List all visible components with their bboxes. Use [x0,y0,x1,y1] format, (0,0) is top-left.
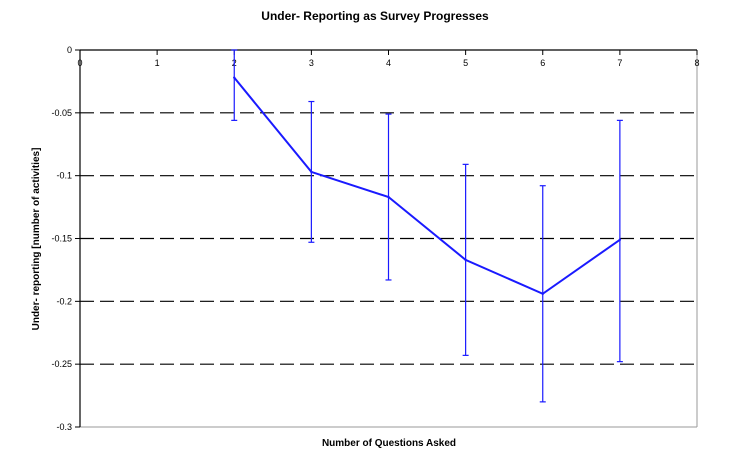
series-line [233,77,621,295]
data-point [464,258,467,262]
x-tick-label: 1 [155,58,160,68]
x-tick-label: 0 [77,58,82,68]
data-point [387,195,390,199]
chart-title: Under- Reporting as Survey Progresses [261,9,489,23]
x-tick-labels: 012345678 [77,58,699,68]
x-tick-label: 6 [540,58,545,68]
x-tick-label: 3 [309,58,314,68]
y-tick-label: -0.25 [51,359,72,369]
data-point [618,238,622,241]
x-tick-label: 5 [463,58,468,68]
x-tick-label: 7 [617,58,622,68]
y-tick-label: -0.2 [56,296,72,306]
data-point [233,76,236,79]
axes [75,49,698,428]
y-axis-label: Under- reporting [number of activities] [31,148,42,331]
y-tick-labels: 0 -0.05 -0.1 -0.15 -0.2 -0.25 -0.3 [51,45,72,432]
y-tick-label: -0.05 [51,108,72,118]
x-tick-label: 4 [386,58,391,68]
y-tick-label: -0.15 [51,234,72,244]
y-tick-label: -0.3 [56,422,72,432]
y-tick-label: 0 [67,45,72,55]
series-layer [231,49,623,403]
x-axis-label: Number of Questions Asked [322,438,456,449]
x-tick-label: 8 [694,58,699,68]
data-point [310,170,313,174]
y-tick-label: -0.1 [56,171,72,181]
data-point [541,292,544,295]
